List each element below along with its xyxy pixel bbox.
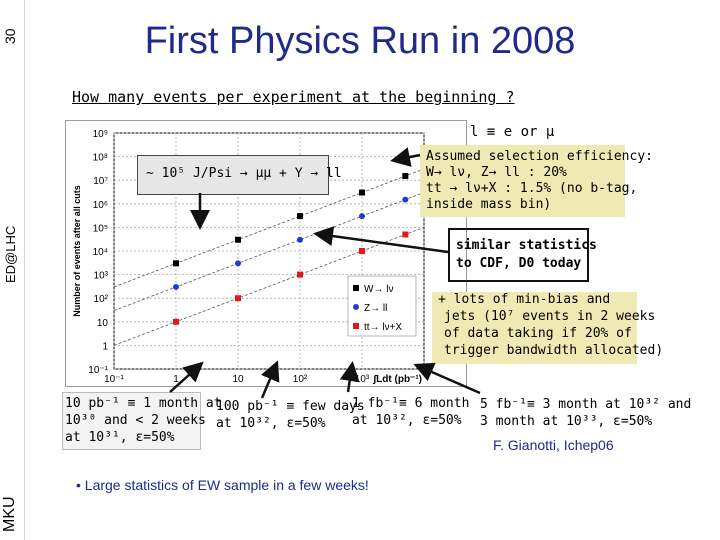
minbias-box <box>432 292 637 364</box>
legend-label: Z→ ll <box>364 303 387 314</box>
similar-line-1: similar statistics <box>456 238 597 253</box>
jpsi-note: ~ 10⁵ J/Psi → μμ + Υ → ll <box>146 166 342 181</box>
legend-marker <box>353 285 359 291</box>
y-tick-label: 10⁻¹ <box>88 365 108 376</box>
y-tick-label: 10⁴ <box>93 247 108 258</box>
y-axis-label: Number of events after all cuts <box>72 185 82 317</box>
minbias-line-3: of data taking if 20% of <box>444 326 632 341</box>
y-tick-label: 10⁵ <box>93 223 108 234</box>
lumi-10pb-box <box>62 392 201 450</box>
summary-bullet: • Large statistics of EW sample in a few… <box>76 477 369 493</box>
trend-line-0 <box>113 168 425 288</box>
minbias-line-4: trigger bandwidth allocated) <box>444 343 664 358</box>
y-tick-label: 10⁸ <box>93 153 108 164</box>
lumi-10pb-line-1: 10 pb⁻¹ ≡ 1 month at <box>65 396 222 411</box>
slide-title: First Physics Run in 2008 <box>144 20 576 62</box>
data-point-w <box>359 189 365 196</box>
data-point-w <box>297 213 303 220</box>
credit-line: F. Gianotti, Ichep06 <box>493 437 614 453</box>
y-tick-label: 10⁹ <box>93 129 108 140</box>
selection-line-4: inside mass bin) <box>426 197 552 212</box>
selection-efficiency-box <box>420 145 625 217</box>
lumi-10pb-line-3: at 10³¹, ε=50% <box>65 430 175 445</box>
question-heading: How many events per experiment at the be… <box>72 88 515 106</box>
data-point-z <box>402 196 409 203</box>
side-label-bottom: MKU <box>1 496 18 532</box>
legend-marker <box>353 323 359 329</box>
lumi-1fb-line-2: at 10³², ε=50% <box>352 413 462 428</box>
side-label-top: ED@LHC <box>3 225 18 283</box>
data-point-tt <box>297 271 303 278</box>
y-tick-label: 10 <box>97 318 109 329</box>
data-point-w <box>402 173 409 180</box>
data-point-z <box>235 260 241 267</box>
x-tick-label: 10 <box>232 374 244 385</box>
similar-line-2: to CDF, D0 today <box>456 256 582 271</box>
lumi-5fb-line-1: 5 fb⁻¹≡ 3 month at 10³² and <box>480 397 692 412</box>
trend-line-1 <box>113 192 425 311</box>
lumi-1fb-line-1: 1 fb⁻¹≡ 6 month <box>352 396 470 411</box>
data-point-z <box>173 283 179 290</box>
data-point-tt <box>173 318 179 325</box>
y-tick-label: 10⁶ <box>93 200 108 211</box>
x-tick-label: 1 <box>173 374 179 385</box>
y-tick-label: 1 <box>102 341 108 352</box>
legend-marker <box>353 304 359 310</box>
x-tick-label: 10² <box>293 374 308 385</box>
minbias-line-2: jets (10⁷ events in 2 weeks <box>444 309 656 324</box>
page-number: 30 <box>2 28 18 44</box>
selection-line-3: tt → lν+X : 1.5% (no b-tag, <box>426 181 638 196</box>
y-tick-label: 10⁷ <box>93 176 108 187</box>
data-point-tt <box>235 295 241 302</box>
x-tick-label: 10³ <box>355 374 370 385</box>
legend-label: W→ lν <box>364 284 393 295</box>
data-point-w <box>235 236 241 243</box>
similar-statistics-box <box>448 228 589 282</box>
data-point-tt <box>359 248 365 254</box>
lumi-10pb-line-2: 10³⁰ and < 2 weeks <box>65 413 206 428</box>
minbias-line-1: + lots of min-bias and <box>438 292 611 307</box>
data-point-z <box>297 236 303 243</box>
data-point-z <box>359 213 365 220</box>
selection-line-2: W→ lν, Z→ ll : 20% <box>426 165 567 180</box>
lepton-definition: l ≡ e or μ <box>470 124 555 140</box>
data-point-w <box>173 260 179 267</box>
legend-box <box>347 275 417 337</box>
lumi-5fb-line-2: 3 month at 10³³, ε=50% <box>480 414 653 429</box>
lumi-100pb-line-2: at 10³², ε=50% <box>216 416 326 431</box>
selection-line-1: Assumed selection efficiency: <box>426 149 653 164</box>
x-axis-label: ∫Ldt (pb⁻¹) <box>372 374 422 385</box>
lumi-100pb-line-1: 100 pb⁻¹ ≡ few days <box>216 399 365 414</box>
y-tick-label: 10² <box>94 294 109 305</box>
y-tick-label: 10³ <box>94 271 109 282</box>
jpsi-note-box <box>137 155 329 195</box>
data-point-tt <box>402 231 409 238</box>
x-tick-label: 10⁻¹ <box>104 374 124 385</box>
legend-label: tt→ lν+X <box>364 322 402 333</box>
side-bar: 30 ED@LHC MKU <box>0 0 25 540</box>
